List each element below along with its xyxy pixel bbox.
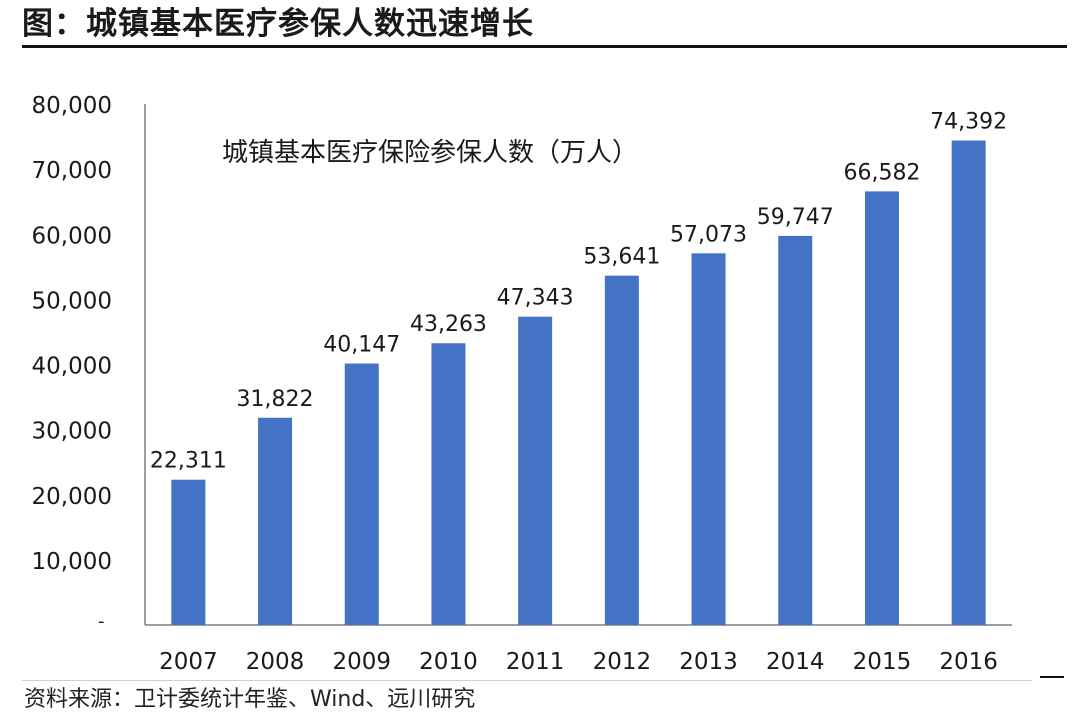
- bar: [864, 191, 899, 626]
- y-tick-label: 50,000: [32, 288, 112, 314]
- x-tick-label: 2007: [159, 649, 218, 675]
- page-title: 图：城镇基本医疗参保人数迅速增长: [22, 6, 534, 42]
- y-axis: - 10,000 20,000 30,000 40,000 50,000 60,000 70,…: [32, 93, 146, 632]
- bar: [344, 363, 379, 625]
- corner-mark: [1040, 676, 1064, 678]
- x-tick-label: 2008: [246, 649, 305, 675]
- x-tick-label: 2014: [766, 649, 825, 675]
- bar: [258, 417, 293, 625]
- y-tick-label: 70,000: [32, 158, 112, 184]
- data-label: 59,747: [757, 205, 834, 230]
- y-tick-label: 60,000: [32, 223, 112, 249]
- x-tick-label: 2013: [679, 649, 738, 675]
- x-tick-label: 2011: [506, 649, 565, 675]
- x-tick-label: 2016: [939, 649, 998, 675]
- bar-chart: - 10,000 20,000 30,000 40,000 50,000 60,000 70,…: [32, 93, 1012, 675]
- y-tick-label: 40,000: [32, 354, 112, 380]
- data-label: 40,147: [323, 333, 400, 358]
- bar: [431, 343, 466, 625]
- bar: [604, 275, 639, 625]
- chart-title: 城镇基本医疗保险参保人数（万人）: [222, 138, 638, 168]
- bar: [518, 316, 553, 625]
- data-label: 66,582: [843, 160, 920, 185]
- y-tick-label: 80,000: [32, 93, 112, 119]
- data-label: 57,073: [670, 222, 747, 247]
- title-underline: [22, 45, 1067, 48]
- source-note: 资料来源：卫计委统计年鉴、Wind、远川研究: [24, 687, 476, 712]
- x-tick-label: 2015: [853, 649, 912, 675]
- x-tick-label: 2010: [419, 649, 478, 675]
- data-label: 74,392: [930, 110, 1007, 135]
- data-labels: 22,311 31,822 40,147 43,263 47,343 53,641 57,0…: [150, 110, 1007, 474]
- data-label: 31,822: [237, 387, 314, 412]
- data-label: 47,343: [497, 286, 574, 311]
- y-tick-label: -: [98, 611, 105, 632]
- data-label: 22,311: [150, 449, 227, 474]
- data-label: 53,641: [583, 245, 660, 270]
- bar: [171, 479, 206, 625]
- x-tick-label: 2009: [332, 649, 391, 675]
- x-axis: 2007 2008 2009 2010 2011 2012 2013 2014 2015 2016: [145, 624, 1012, 675]
- y-tick-label: 20,000: [32, 484, 112, 510]
- y-tick-label: 30,000: [32, 419, 112, 445]
- bar: [778, 235, 813, 626]
- data-label: 43,263: [410, 312, 487, 337]
- bar: [951, 140, 986, 625]
- y-tick-label: 10,000: [32, 549, 112, 575]
- bar: [691, 253, 726, 626]
- x-tick-label: 2012: [593, 649, 652, 675]
- footer-divider: [22, 680, 1032, 681]
- bars: [171, 140, 986, 626]
